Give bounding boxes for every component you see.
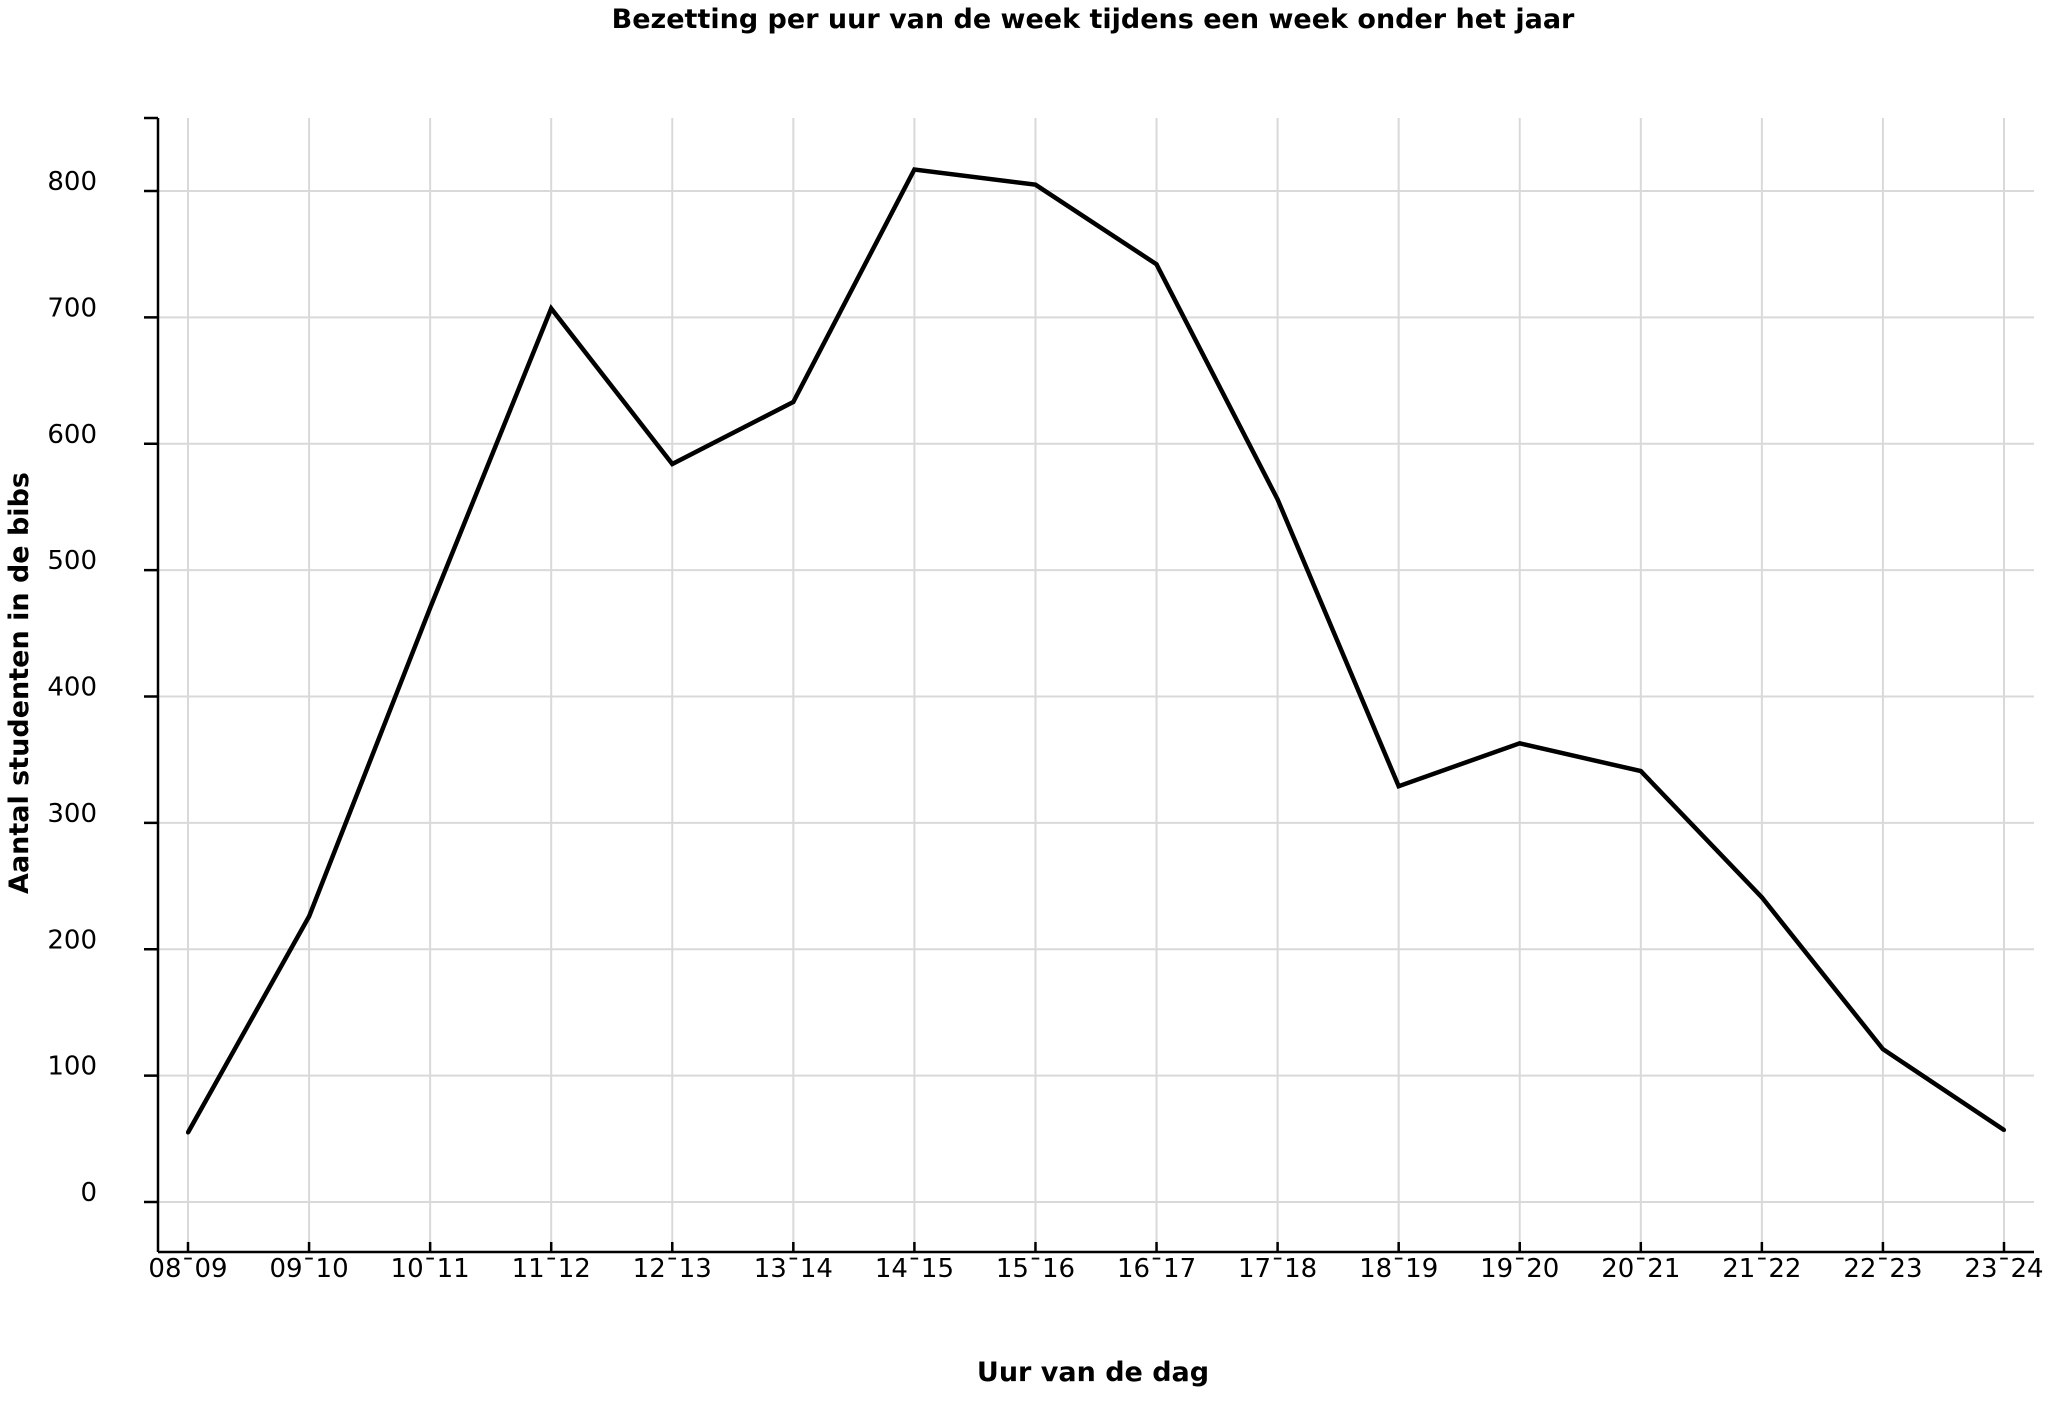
- y-tick-label: 200: [47, 925, 97, 955]
- series-line: [186, 167, 2006, 1134]
- tick-labels: 0 100 200 300 400 500 600 700 800 08ˉ09 09ˉ10 10ˉ11…: [47, 167, 2043, 1284]
- y-tick-label: 600: [47, 420, 97, 450]
- y-tick-label: 500: [47, 546, 97, 576]
- y-tick-label: 800: [47, 167, 97, 197]
- x-tick-label: 15ˉ16: [996, 1254, 1075, 1284]
- data-point: [1033, 182, 1038, 187]
- y-axis-title: Aantal studenten in de bibs: [4, 472, 35, 894]
- data-point: [1759, 895, 1764, 900]
- data-point: [670, 461, 675, 466]
- data-point: [307, 914, 312, 919]
- series: [186, 167, 2006, 1135]
- grid: [158, 118, 2034, 1252]
- y-tick-label: 100: [47, 1052, 97, 1082]
- data-point: [1517, 741, 1522, 746]
- x-tick-label: 23ˉ24: [1964, 1254, 2043, 1284]
- x-tick-label: 21ˉ22: [1722, 1254, 1801, 1284]
- x-axis-title: Uur van de dag: [977, 1357, 1209, 1388]
- y-tick-label: 0: [80, 1178, 97, 1208]
- x-tick-label: 20ˉ21: [1601, 1254, 1680, 1284]
- x-tick-label: 22ˉ23: [1843, 1254, 1922, 1284]
- y-tick-label: 700: [47, 293, 97, 323]
- axes: [144, 116, 2034, 1254]
- data-point: [791, 400, 796, 405]
- data-point: [549, 306, 554, 311]
- x-tick-label: 13ˉ14: [754, 1254, 833, 1284]
- data-point: [1638, 769, 1643, 774]
- data-point: [1275, 497, 1280, 502]
- data-point: [1880, 1047, 1885, 1052]
- y-tick-label: 400: [47, 673, 97, 703]
- x-tick-label: 16ˉ17: [1117, 1254, 1196, 1284]
- data-point: [2002, 1127, 2006, 1132]
- data-point: [186, 1130, 190, 1135]
- x-tick-label: 09ˉ10: [269, 1254, 348, 1284]
- x-tick-label: 17ˉ18: [1238, 1254, 1317, 1284]
- x-tick-label: 14ˉ15: [875, 1254, 954, 1284]
- data-point: [912, 167, 917, 172]
- x-tick-label: 19ˉ20: [1480, 1254, 1559, 1284]
- x-tick-label: 12ˉ13: [633, 1254, 712, 1284]
- data-point: [1396, 784, 1401, 789]
- x-tick-label: 10ˉ11: [391, 1254, 470, 1284]
- y-tick-label: 300: [47, 799, 97, 829]
- x-tick-label: 18ˉ19: [1359, 1254, 1438, 1284]
- x-tick-label: 11ˉ12: [512, 1254, 591, 1284]
- data-point: [1154, 262, 1159, 267]
- data-point: [428, 606, 433, 611]
- x-tick-label: 08ˉ09: [148, 1254, 227, 1284]
- chart-title: Bezetting per uur van de week tijdens ee…: [612, 4, 1575, 35]
